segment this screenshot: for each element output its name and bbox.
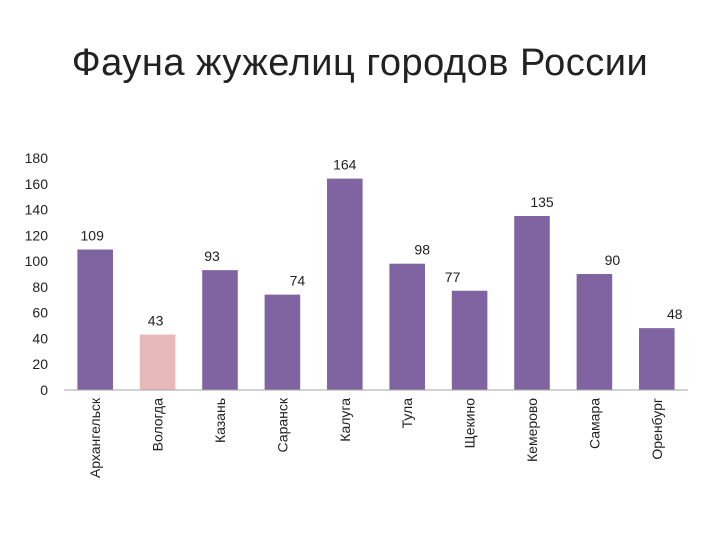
category-label: Оренбург — [649, 398, 665, 460]
y-tick-label: 60 — [32, 305, 48, 321]
data-label: 90 — [605, 252, 621, 268]
y-tick-label: 180 — [25, 150, 49, 166]
bar — [389, 263, 425, 390]
category-labels-group: Архангельск Вологда Казань Саранск Калуга Тул… — [87, 397, 665, 478]
bar — [139, 334, 176, 390]
y-tick-label: 0 — [40, 382, 48, 398]
y-tick-label: 160 — [25, 176, 49, 192]
data-label: 109 — [81, 228, 105, 244]
category-label: Кемерово — [524, 398, 540, 462]
data-label: 164 — [333, 157, 357, 173]
category-label: Казань — [212, 398, 228, 443]
bars-group — [77, 178, 675, 390]
data-labels-group: 109 43 93 74 164 98 77 135 90 48 — [81, 157, 683, 329]
data-label: 98 — [414, 242, 430, 258]
y-tick-label: 100 — [25, 253, 49, 269]
data-label: 77 — [445, 269, 461, 285]
bar — [576, 274, 613, 390]
bar — [451, 290, 488, 390]
y-axis-ticks: 0 20 40 60 80 100 120 140 160 180 — [25, 150, 49, 398]
category-label: Тула — [399, 398, 415, 429]
y-tick-label: 80 — [32, 279, 48, 295]
category-label: Щекино — [462, 398, 478, 449]
y-tick-label: 20 — [32, 356, 48, 372]
data-label: 93 — [204, 248, 220, 264]
data-label: 74 — [290, 273, 306, 289]
y-tick-label: 120 — [25, 227, 49, 243]
data-label: 43 — [148, 313, 164, 329]
category-label: Архангельск — [87, 397, 103, 478]
category-label: Вологда — [150, 398, 166, 452]
category-label: Саранск — [274, 397, 290, 452]
category-label: Калуга — [337, 398, 353, 442]
bar — [327, 178, 363, 390]
bar — [202, 270, 238, 390]
category-label: Самара — [586, 398, 602, 449]
chart-title: Фауна жужелиц городов России — [71, 42, 649, 84]
data-label: 48 — [667, 306, 683, 322]
data-label: 135 — [530, 194, 554, 210]
bar — [264, 294, 301, 390]
bar — [77, 249, 113, 390]
bar — [639, 328, 675, 390]
y-tick-label: 140 — [25, 202, 49, 218]
y-tick-label: 40 — [32, 330, 48, 346]
bar — [514, 216, 550, 390]
